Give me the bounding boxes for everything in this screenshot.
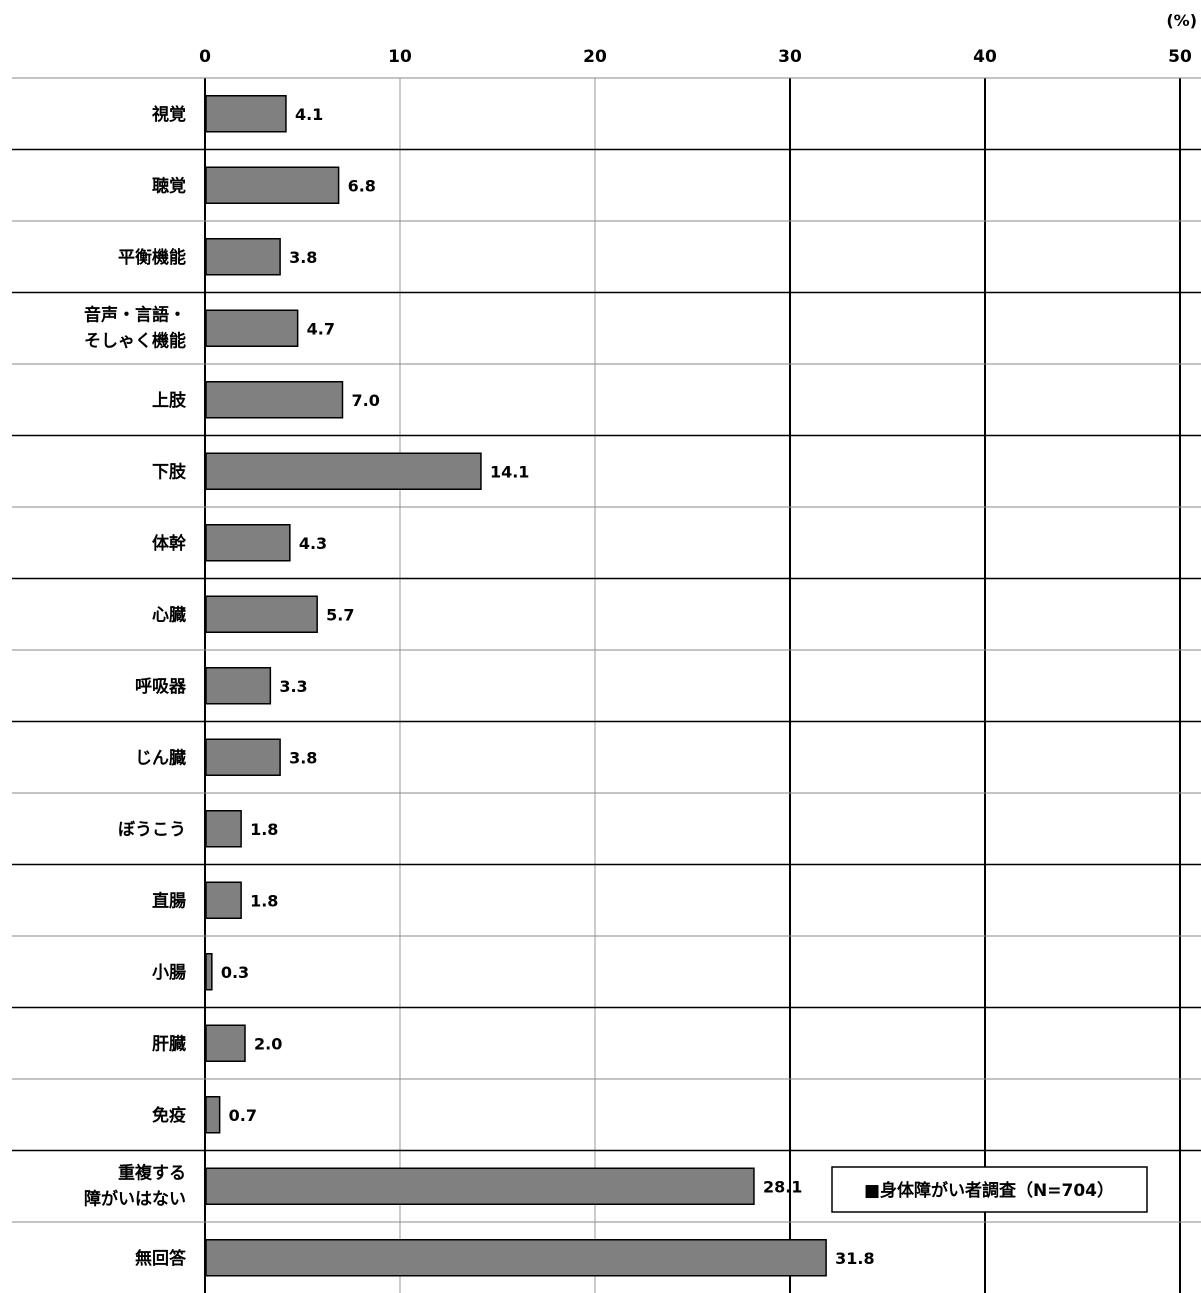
gridlines bbox=[204, 78, 1181, 1293]
value-label: 0.3 bbox=[221, 963, 249, 982]
bars bbox=[205, 95, 827, 1277]
bar bbox=[205, 667, 272, 705]
category-label: 重複する bbox=[118, 1162, 186, 1183]
bar bbox=[205, 166, 340, 204]
legend: ■身体障がい者調査（N=704） bbox=[831, 1166, 1148, 1213]
category-label: そしゃく機能 bbox=[84, 330, 186, 351]
category-label: 体幹 bbox=[152, 533, 187, 554]
category-label: 肝臓 bbox=[152, 1034, 186, 1054]
bar bbox=[205, 524, 291, 562]
value-label: 31.8 bbox=[835, 1249, 874, 1268]
bar bbox=[205, 1239, 827, 1277]
x-tick-label: 10 bbox=[388, 47, 412, 67]
category-label: 心臓 bbox=[152, 605, 186, 625]
x-axis-ticks: 0 10 20 30 40 50 bbox=[199, 47, 1192, 67]
value-label: 6.8 bbox=[348, 176, 376, 195]
category-label: 障がいはない bbox=[84, 1188, 186, 1209]
x-tick-label: 30 bbox=[778, 47, 802, 67]
bar bbox=[205, 238, 281, 276]
legend-box bbox=[831, 1166, 1148, 1213]
value-label: 7.0 bbox=[352, 391, 380, 410]
category-label: じん臓 bbox=[135, 748, 186, 768]
bar bbox=[205, 1024, 246, 1062]
bar bbox=[205, 381, 344, 419]
value-label: 14.1 bbox=[490, 462, 529, 481]
value-labels: 4.1 6.8 3.8 4.7 7.0 14.1 4.3 5.7 3.3 3.8 1.8 1.8 0.3… bbox=[221, 105, 875, 1268]
bar bbox=[205, 309, 299, 347]
bar bbox=[205, 95, 287, 133]
value-label: 4.7 bbox=[307, 319, 335, 338]
value-label: 4.1 bbox=[295, 105, 323, 124]
category-labels: 視覚聴覚平衡機能音声・言語・そしゃく機能上肢下肢体幹心臓呼吸器じん臓ぼうこう直腸… bbox=[84, 104, 187, 1269]
category-label: 平衡機能 bbox=[118, 247, 186, 268]
unit-label: (%) bbox=[1166, 11, 1197, 30]
category-label: 免疫 bbox=[152, 1105, 186, 1126]
category-label: 音声・言語・ bbox=[84, 304, 186, 325]
category-label: 直腸 bbox=[152, 890, 186, 911]
value-label: 1.8 bbox=[250, 820, 278, 839]
category-label: 視覚 bbox=[151, 104, 186, 125]
category-label: 下肢 bbox=[152, 461, 187, 482]
value-label: 3.3 bbox=[279, 677, 307, 696]
category-label: 上肢 bbox=[152, 390, 187, 411]
bar bbox=[205, 881, 242, 919]
x-tick-label: 40 bbox=[973, 47, 997, 67]
row-separators bbox=[12, 77, 1201, 1223]
category-label: 聴覚 bbox=[152, 175, 186, 196]
bar bbox=[205, 595, 318, 633]
bar bbox=[205, 452, 482, 490]
value-label: 1.8 bbox=[250, 891, 278, 910]
value-label: 5.7 bbox=[326, 605, 354, 624]
value-label: 3.8 bbox=[289, 748, 317, 767]
category-label: 小腸 bbox=[152, 963, 186, 983]
value-label: 4.3 bbox=[299, 534, 327, 553]
value-label: 28.1 bbox=[763, 1177, 802, 1196]
legend-label: ■身体障がい者調査（N=704） bbox=[864, 1180, 1114, 1201]
value-label: 2.0 bbox=[254, 1034, 282, 1053]
x-tick-label: 0 bbox=[199, 47, 211, 67]
bar bbox=[205, 1096, 221, 1134]
bar bbox=[205, 810, 242, 848]
category-label: ぼうこう bbox=[118, 820, 186, 840]
bar bbox=[205, 953, 213, 991]
bar bbox=[205, 738, 281, 776]
bar bbox=[205, 1167, 755, 1205]
x-tick-label: 50 bbox=[1168, 47, 1192, 67]
x-tick-label: 20 bbox=[583, 47, 607, 67]
category-label: 無回答 bbox=[135, 1248, 187, 1269]
category-label: 呼吸器 bbox=[135, 677, 187, 697]
value-label: 3.8 bbox=[289, 248, 317, 267]
value-label: 0.7 bbox=[229, 1106, 257, 1125]
